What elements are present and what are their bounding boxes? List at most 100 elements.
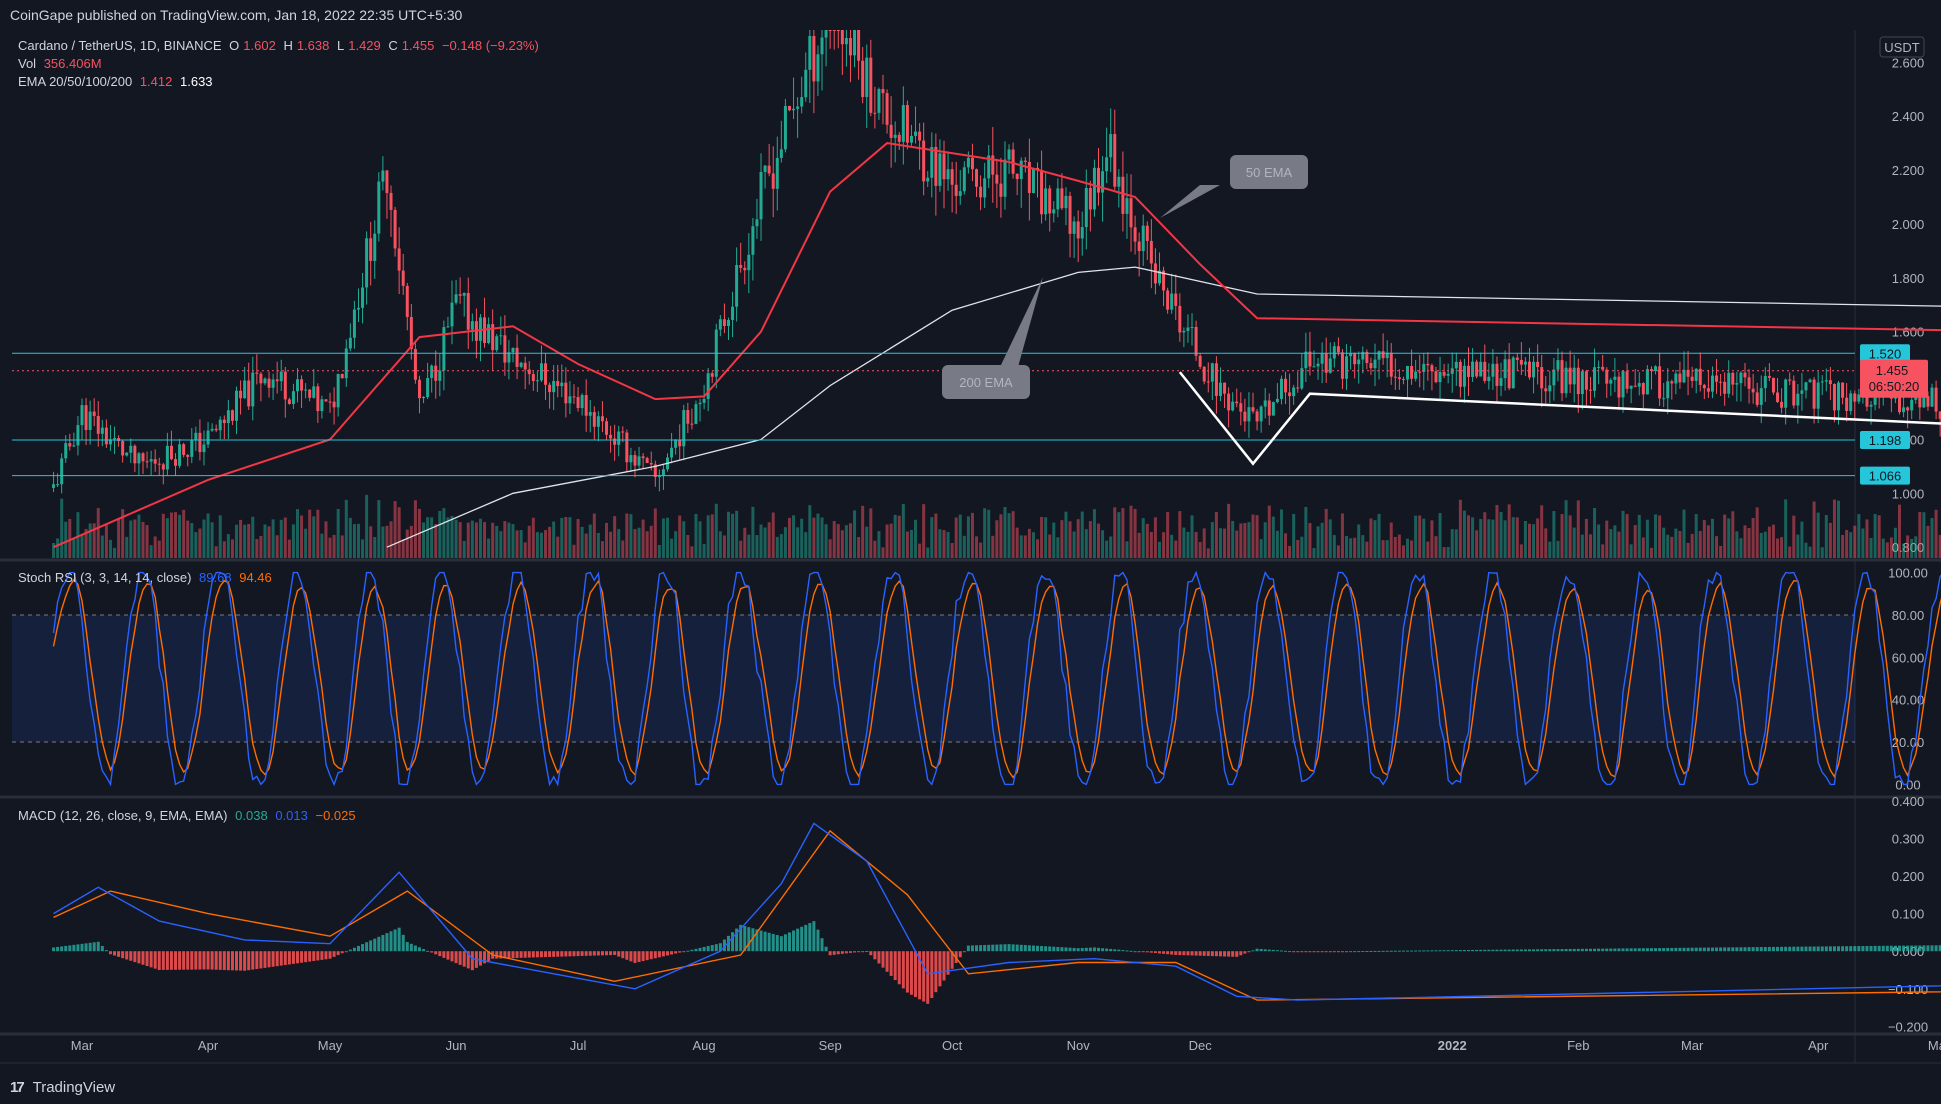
volume-bar [1247,522,1251,558]
volume-bar [560,517,564,558]
volume-bar [694,513,698,558]
volume-bar [1080,511,1084,558]
candle-body [1149,240,1153,264]
volume-bar [1056,537,1060,558]
volume-bar [1328,519,1332,558]
volume-bar [909,529,913,558]
candle-body [1475,361,1479,377]
l-label: L [337,38,345,53]
macd-histogram-bar [889,951,893,976]
macd-histogram-bar [182,951,186,970]
candle-body [377,181,381,234]
macd-histogram-bar [1580,948,1584,952]
macd-histogram-bar [1166,951,1170,955]
macd-histogram-bar [1837,946,1841,952]
candle-body [1003,159,1007,197]
candle-body [1198,355,1202,367]
macd-histogram-bar [1174,951,1178,955]
volume-bar [149,545,153,558]
volume-bar [519,530,523,558]
candle-body [295,379,299,392]
candle-body [279,371,283,382]
macd-histogram-bar [251,951,255,970]
volume-bar [291,524,295,558]
candle-body [511,347,515,353]
candle-body [153,459,157,464]
macd-histogram-bar [1670,947,1674,952]
macd-histogram-bar [600,951,604,956]
macd-histogram-bar [1483,949,1487,952]
volume-bar [1788,546,1792,558]
volume-bar [1869,537,1873,558]
candle-body [999,183,1003,197]
volume-bar [320,533,324,558]
volume-bar [141,521,145,558]
candle-body [1637,383,1641,387]
candle-body [1922,396,1926,408]
macd-histogram-bar [426,950,430,952]
candle-body [1251,407,1255,412]
candle-body [434,365,438,381]
macd-histogram-bar [1361,951,1365,953]
volume-bar [466,522,470,558]
volume-bar [1023,535,1027,558]
macd-histogram-bar [438,951,442,957]
candle-body [52,484,56,488]
candle-body [60,458,64,485]
volume-bar [629,514,633,558]
volume-bar [1731,511,1735,558]
volume-bar [1633,525,1637,558]
candle-body [820,37,824,55]
macd-histogram-bar [1243,951,1247,954]
macd-histogram-bar [1727,947,1731,952]
candle-body [174,459,178,466]
volume-bar [218,515,222,558]
macd-histogram-bar [1759,947,1763,952]
macd-histogram-bar [1316,951,1320,953]
candle-body [1527,361,1531,378]
macd-histogram-bar [373,938,377,952]
macd-histogram-bar [1467,949,1471,952]
volume-bar [491,522,495,558]
volume-bar [434,523,438,558]
macd-histogram-bar [1767,946,1771,952]
candle-body [592,412,596,427]
candle-body [1178,305,1182,333]
macd-histogram-bar [283,951,287,966]
ema200-callout-label: 200 EMA [959,375,1013,390]
volume-bar [405,529,409,558]
volume-bar [1332,535,1336,558]
volume-bar [1853,525,1857,558]
stoch-tick-label: 40.00 [1892,693,1925,708]
macd-histogram-bar [1345,951,1349,953]
macd-histogram-bar [1129,950,1133,952]
macd-histogram-bar [1816,946,1820,952]
macd-histogram-bar [1149,951,1153,953]
macd-histogram-bar [629,951,633,962]
candle-body [1129,198,1133,228]
candle-body [1515,357,1519,360]
volume-bar [1593,508,1597,558]
macd-histogram-bar [1869,945,1873,952]
volume-bar [751,506,755,558]
candle-body [1674,373,1678,384]
volume-bar [1808,546,1812,558]
macd-histogram-bar [816,929,820,952]
candle-body [1755,392,1759,405]
candle-body [401,270,405,286]
candle-body [190,440,194,457]
macd-histogram-bar [885,951,889,972]
candle-body [405,285,409,317]
macd-histogram-bar [1857,946,1861,952]
candle-body [1853,393,1857,402]
stoch-d-line [52,578,1941,779]
macd-histogram-bar [1865,945,1869,952]
volume-legend: Vol 356.406M [18,55,106,73]
candle-body [1751,388,1755,393]
macd-histogram-bar [271,951,275,967]
close-value: 1.455 [401,38,435,53]
volume-bar [824,524,828,558]
macd-histogram-bar [1357,951,1361,953]
candle-body [1654,366,1658,371]
